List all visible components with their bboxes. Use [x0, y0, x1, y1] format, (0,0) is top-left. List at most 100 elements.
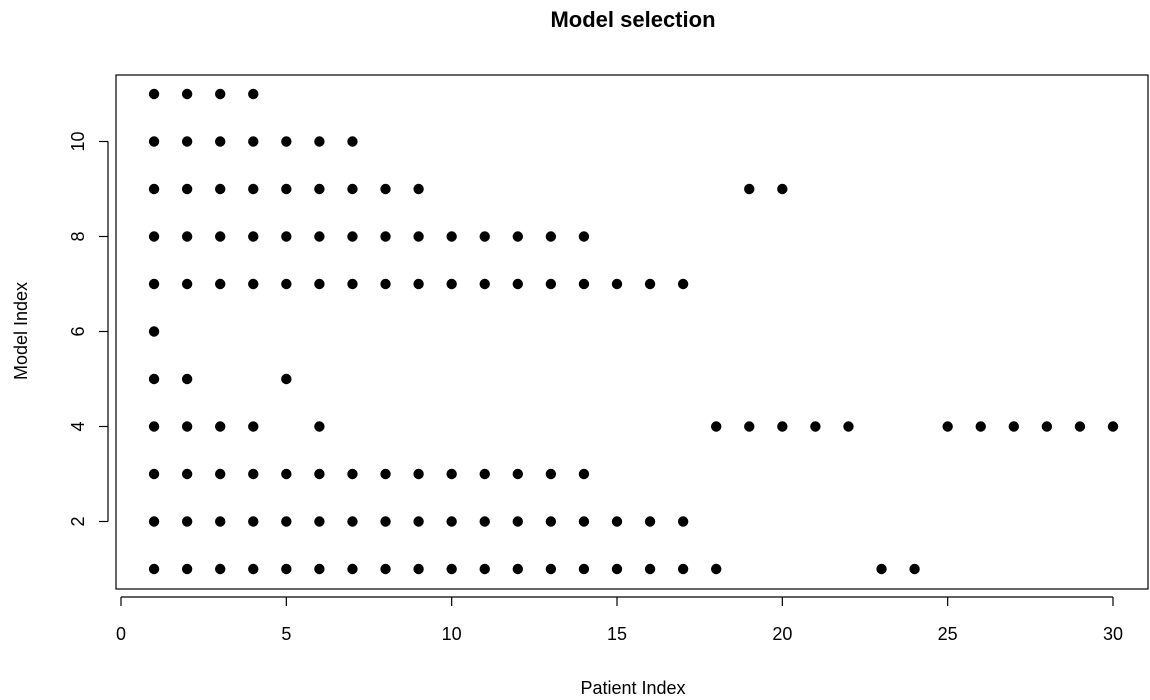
data-point [1041, 421, 1053, 432]
data-point [611, 516, 623, 527]
data-point [611, 563, 623, 575]
data-point [578, 516, 590, 527]
data-point [644, 278, 656, 290]
data-point [215, 516, 226, 527]
data-point [148, 421, 160, 432]
data-point [644, 516, 656, 527]
x-axis-label: Patient Index [580, 678, 685, 698]
y-tick-label: 4 [68, 421, 88, 431]
data-point [148, 516, 160, 527]
data-point [479, 468, 490, 480]
data-points [148, 88, 1119, 575]
data-point [215, 421, 226, 432]
data-point [545, 563, 557, 575]
data-point [314, 231, 325, 242]
data-point [578, 468, 590, 480]
data-point [248, 468, 259, 480]
data-point [380, 278, 391, 290]
data-point [578, 278, 590, 290]
data-point [347, 183, 358, 195]
data-point [148, 326, 160, 337]
data-point [148, 183, 160, 195]
data-point [281, 278, 292, 290]
data-point [281, 468, 292, 480]
x-tick-label: 25 [938, 624, 958, 644]
data-point [148, 136, 160, 147]
data-point [479, 563, 490, 575]
y-tick-label: 6 [68, 326, 88, 336]
data-point [347, 231, 358, 242]
data-point [215, 183, 226, 195]
y-axis-label: Model Index [11, 282, 31, 380]
y-axis: 2 4 6 8 10 [68, 131, 109, 527]
data-point [677, 278, 689, 290]
x-axis: 0 5 10 15 20 25 30 [116, 596, 1123, 644]
data-point [248, 183, 259, 195]
data-point [380, 183, 391, 195]
data-point [512, 278, 523, 290]
data-point [446, 563, 457, 575]
data-point [876, 563, 887, 575]
data-point [281, 136, 292, 147]
data-point [347, 278, 358, 290]
data-point [479, 278, 490, 290]
data-point [148, 231, 160, 242]
data-point [1008, 421, 1019, 432]
data-point [148, 278, 160, 290]
data-point [215, 136, 226, 147]
data-point [512, 231, 523, 242]
data-point [281, 183, 292, 195]
data-point [512, 516, 523, 527]
data-point [314, 183, 325, 195]
data-point [281, 231, 292, 242]
data-point [611, 278, 623, 290]
data-point [215, 278, 226, 290]
data-point [181, 88, 193, 100]
data-point [148, 88, 160, 100]
data-point [479, 231, 490, 242]
data-point [677, 563, 689, 575]
data-point [347, 516, 358, 527]
data-point [314, 516, 325, 527]
data-point [413, 231, 424, 242]
data-point [248, 231, 259, 242]
x-tick-label: 30 [1103, 624, 1123, 644]
y-tick-label: 2 [68, 516, 88, 526]
data-point [148, 468, 160, 480]
data-point [314, 468, 325, 480]
data-point [413, 468, 424, 480]
data-point [677, 516, 689, 527]
data-point [512, 468, 523, 480]
data-point [181, 136, 193, 147]
data-point [512, 563, 523, 575]
data-point [413, 278, 424, 290]
data-point [281, 563, 292, 575]
data-point [909, 563, 920, 575]
data-point [711, 421, 722, 432]
chart-title: Model selection [550, 7, 715, 32]
y-tick-label: 10 [68, 131, 88, 151]
data-point [181, 183, 193, 195]
data-point [314, 278, 325, 290]
data-point [711, 563, 722, 575]
data-point [248, 516, 259, 527]
data-point [777, 421, 788, 432]
data-point [248, 421, 259, 432]
data-point [181, 278, 193, 290]
data-point [1074, 421, 1086, 432]
data-point [181, 421, 193, 432]
data-point [215, 468, 226, 480]
data-point [347, 136, 358, 147]
data-point [181, 468, 193, 480]
data-point [148, 563, 160, 575]
data-point [644, 563, 656, 575]
data-point [578, 563, 590, 575]
data-point [248, 563, 259, 575]
data-point [314, 421, 325, 432]
data-point [744, 421, 755, 432]
data-point [181, 563, 193, 575]
data-point [479, 516, 490, 527]
data-point [446, 231, 457, 242]
data-point [446, 516, 457, 527]
data-point [975, 421, 986, 432]
